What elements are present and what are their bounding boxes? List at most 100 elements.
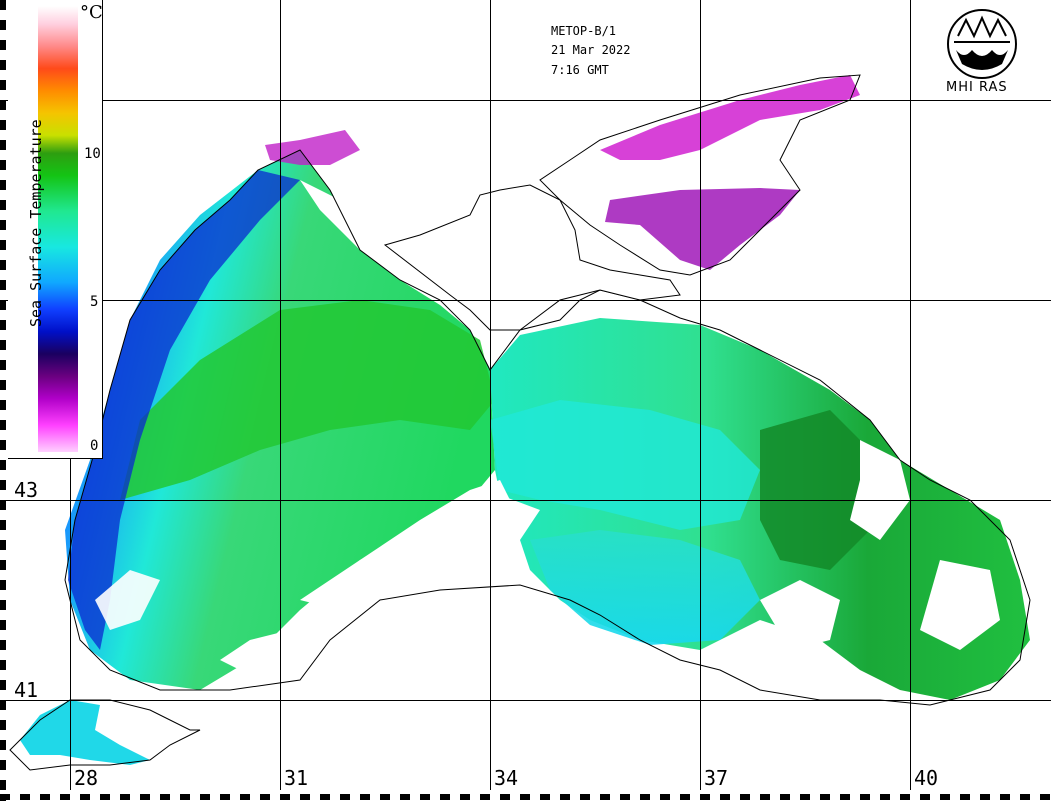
ruler-tick [40, 794, 50, 800]
ruler-tick [920, 794, 930, 800]
ruler-tick [0, 540, 6, 550]
ruler-tick [0, 80, 6, 90]
ruler-tick [100, 794, 110, 800]
ruler-tick [0, 380, 6, 390]
image-date: 21 Mar 2022 [551, 43, 631, 57]
azov-clouds [600, 75, 860, 160]
meridian-34 [490, 0, 491, 790]
ruler-tick [0, 220, 6, 230]
unit-label: °C [80, 2, 103, 23]
parallel-43 [0, 500, 1051, 501]
ruler-tick [300, 794, 310, 800]
ruler-tick [160, 794, 170, 800]
azov-outline [539, 74, 861, 276]
cloud-east-2 [760, 580, 840, 650]
ruler-tick [0, 180, 6, 190]
ruler-tick [800, 794, 810, 800]
ruler-tick [0, 580, 6, 590]
ruler-tick [0, 720, 6, 730]
ruler-tick [60, 794, 70, 800]
ruler-tick [900, 794, 910, 800]
ruler-tick [340, 794, 350, 800]
ruler-tick [760, 794, 770, 800]
ruler-tick [980, 794, 990, 800]
ruler-tick [1000, 794, 1010, 800]
ruler-tick [0, 360, 6, 370]
left-scale-ruler [0, 0, 6, 801]
lon-label-34: 34 [494, 766, 519, 790]
ruler-tick [80, 794, 90, 800]
legend-title: Sea Surface Temperature [27, 119, 45, 327]
ruler-tick [640, 794, 650, 800]
ruler-tick [0, 560, 6, 570]
ruler-tick [0, 240, 6, 250]
cloud-east-1 [850, 440, 910, 540]
ruler-tick [660, 794, 670, 800]
ruler-tick [820, 794, 830, 800]
image-time: 7:16 GMT [551, 63, 609, 77]
ruler-tick [600, 794, 610, 800]
ruler-tick [840, 794, 850, 800]
ruler-tick [0, 340, 6, 350]
ruler-tick [0, 100, 6, 110]
ruler-tick [180, 794, 190, 800]
ruler-tick [0, 480, 6, 490]
ruler-tick [0, 420, 6, 430]
satellite-name: METOP-B/1 [551, 24, 617, 38]
coastline [64, 149, 1031, 706]
ruler-tick [500, 794, 510, 800]
nw-clouds [265, 130, 360, 165]
ruler-tick [0, 780, 6, 790]
ruler-tick [0, 0, 6, 10]
ruler-tick [780, 794, 790, 800]
tick-label-5: 5 [90, 294, 99, 310]
ruler-tick [140, 794, 150, 800]
lat-label-41: 41 [14, 678, 39, 702]
ruler-tick [460, 794, 470, 800]
ruler-tick [880, 794, 890, 800]
marmara-sea [20, 700, 150, 765]
ruler-tick [0, 760, 6, 770]
ruler-tick [940, 794, 950, 800]
ruler-tick [400, 794, 410, 800]
cloud-south-1 [300, 480, 520, 610]
ruler-tick [540, 794, 550, 800]
ruler-tick [0, 640, 6, 650]
ruler-tick [0, 460, 6, 470]
crimea-outline [383, 184, 681, 331]
ruler-tick [200, 794, 210, 800]
ruler-tick [20, 794, 30, 800]
bottom-scale-ruler [0, 794, 1050, 800]
meridian-37 [700, 0, 701, 790]
ruler-tick [0, 794, 10, 800]
temperature-legend: Sea Surface Temperature °C 10 5 0 [8, 0, 103, 459]
ruler-tick [0, 700, 6, 710]
ruler-tick [420, 794, 430, 800]
ruler-tick [320, 794, 330, 800]
ruler-tick [480, 794, 490, 800]
ruler-tick [1020, 794, 1030, 800]
mhi-ras-logo [947, 9, 1017, 79]
ruler-tick [1040, 794, 1050, 800]
ruler-tick [0, 620, 6, 630]
ruler-tick [860, 794, 870, 800]
cyan-center [490, 400, 760, 530]
ruler-tick [0, 260, 6, 270]
ruler-tick [360, 794, 370, 800]
ruler-tick [120, 794, 130, 800]
ruler-tick [260, 794, 270, 800]
lon-label-31: 31 [284, 766, 309, 790]
tick-label-0: 0 [90, 438, 99, 454]
parallel-41 [0, 700, 1051, 701]
meridian-31 [280, 0, 281, 790]
ruler-tick [0, 740, 6, 750]
cloud-east-3 [920, 560, 1000, 650]
ruler-tick [0, 200, 6, 210]
ruler-tick [0, 440, 6, 450]
cold-coast-west [68, 170, 300, 650]
deep-green-east [760, 410, 870, 570]
ruler-tick [380, 794, 390, 800]
ruler-tick [440, 794, 450, 800]
